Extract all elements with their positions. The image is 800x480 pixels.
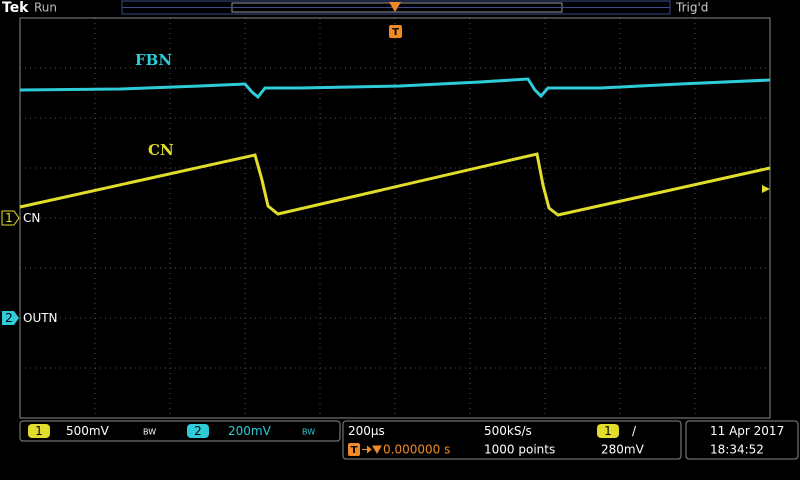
trigger-marker-box (389, 25, 402, 38)
ch1-bandwidth: BW (143, 428, 156, 437)
trigger-status: Trig'd (675, 1, 708, 15)
trigger-marker: T (392, 27, 399, 38)
ch2-scale: 200mV (228, 424, 272, 438)
trigger-level-marker (762, 185, 770, 193)
trigger-slope: / (632, 424, 637, 438)
channel-number: 2 (5, 311, 13, 325)
brand: Tek (2, 0, 29, 16)
trigger-arrows (362, 445, 382, 455)
ch1-badge (28, 424, 50, 438)
time: 18:34:52 (710, 443, 764, 457)
run-status: Run (34, 1, 57, 15)
channel-label: OUTN (23, 311, 58, 325)
channel-2-marker (2, 311, 19, 325)
graticule (20, 18, 770, 418)
sample-rate: 500kS/s (484, 424, 532, 438)
channel-number: 1 (5, 211, 13, 225)
record-length: 1000 points (484, 443, 555, 457)
trigger-source: 1 (604, 424, 612, 438)
graticule-border (19, 17, 771, 419)
ch2-badge (187, 424, 209, 438)
timebase-box (342, 420, 682, 460)
trigger-badge (348, 443, 360, 456)
trigger-position-marker (389, 2, 401, 12)
trace-label: FBN (135, 51, 172, 69)
trigger-source-badge (597, 424, 619, 438)
trigger-level: 280mV (601, 443, 645, 457)
datetime-box (685, 420, 799, 460)
date: 11 Apr 2017 (710, 424, 784, 438)
trigger-position: 0.000000 s (383, 443, 450, 457)
channel-1-marker (1, 210, 20, 226)
cn-trace (19, 152, 771, 217)
trigger-badge-label: T (351, 445, 358, 456)
ch1-number: 1 (35, 424, 43, 438)
channel-label: CN (23, 211, 40, 225)
ch2-bandwidth: BW (302, 428, 315, 437)
fbn-trace (19, 77, 771, 100)
ch2-number: 2 (194, 424, 202, 438)
timebase-scale: 200µs (348, 424, 385, 438)
ch1-scale: 500mV (66, 424, 110, 438)
channel-readout-box (19, 420, 341, 442)
trace-label: CN (148, 141, 174, 159)
